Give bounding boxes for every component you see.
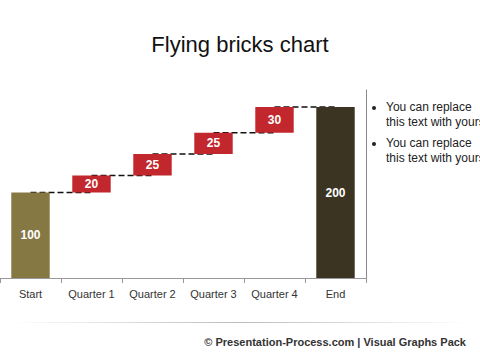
svg-text:25: 25 xyxy=(207,136,221,150)
svg-text:Quarter 3: Quarter 3 xyxy=(190,288,236,300)
svg-text:Quarter 4: Quarter 4 xyxy=(251,288,297,300)
svg-text:200: 200 xyxy=(325,186,345,200)
svg-text:100: 100 xyxy=(20,228,40,242)
svg-text:30: 30 xyxy=(268,113,282,127)
html-text:© Presentation-Process.com | V: © Presentation-Process.com | Visual Grap… xyxy=(204,336,466,348)
svg-text:Flying bricks chart: Flying bricks chart xyxy=(151,32,328,57)
svg-text:Quarter 1: Quarter 1 xyxy=(68,288,114,300)
svg-text:End: End xyxy=(326,288,346,300)
svg-text:20: 20 xyxy=(85,177,99,191)
svg-text:Start: Start xyxy=(19,288,42,300)
svg-text:25: 25 xyxy=(146,158,160,172)
svg-text:Quarter 2: Quarter 2 xyxy=(129,288,175,300)
